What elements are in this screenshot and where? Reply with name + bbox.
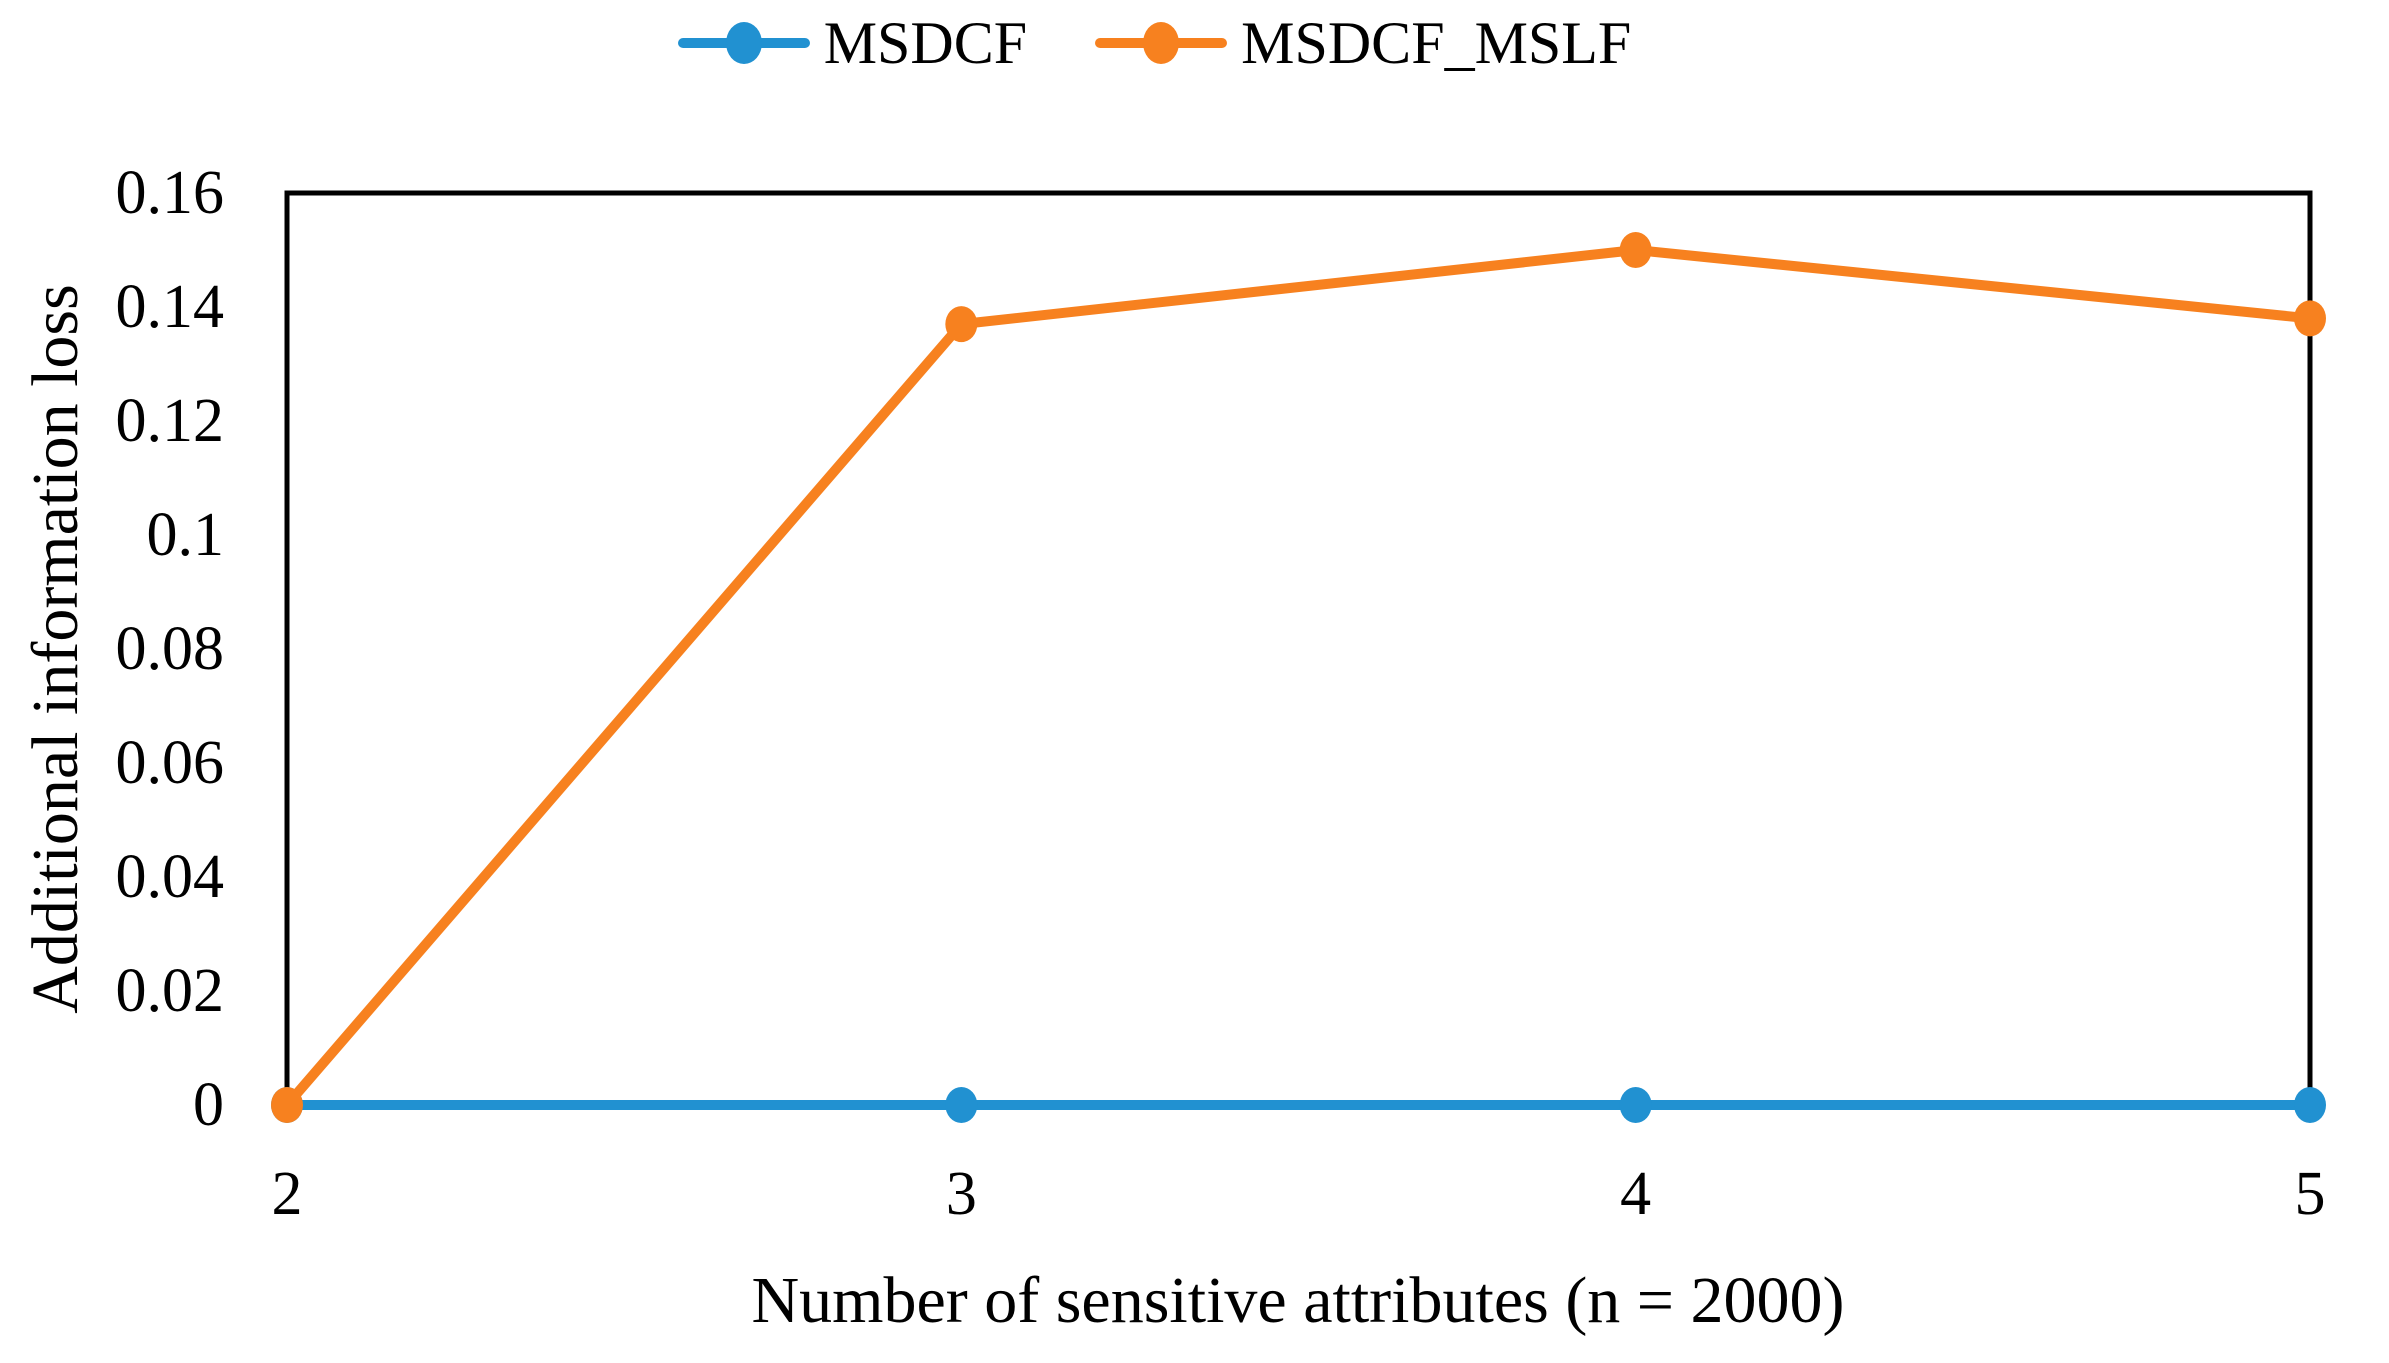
x-tick-label-2: 2 — [271, 1160, 303, 1228]
legend-label-msdcf: MSDCF — [823, 10, 1028, 76]
y-tick-label-0.16: 0.16 — [115, 159, 225, 227]
legend-item-msdcf: MSDCF — [677, 10, 1028, 76]
series-msdcf_mslf — [271, 232, 2326, 1123]
x-tick-label-4: 4 — [1620, 1160, 1652, 1228]
msdcf-legend-marker-icon — [677, 22, 810, 64]
data-point-msdcf_mslf-x4 — [1619, 232, 1652, 268]
legend-item-msdcf-mslf: MSDCF_MSLF — [1095, 10, 1631, 76]
msdcf-mslf-legend-dot-icon — [1143, 22, 1180, 64]
x-tick-label-3: 3 — [945, 1160, 977, 1228]
msdcf-mslf-legend-marker-icon — [1095, 22, 1228, 64]
data-point-msdcf_mslf-x5 — [2294, 300, 2326, 337]
y-tick-label-0.04: 0.04 — [115, 843, 225, 911]
data-point-msdcf_mslf-x3 — [945, 306, 978, 343]
data-point-msdcf-x3 — [945, 1087, 978, 1123]
data-point-msdcf-x4 — [1619, 1087, 1652, 1123]
y-axis-title: Additional information loss — [19, 284, 92, 1014]
data-point-msdcf-x5 — [2294, 1087, 2326, 1123]
plot-frame — [284, 190, 2313, 1108]
x-axis-title: Number of sensitive attributes (n = 2000… — [751, 1264, 1845, 1337]
x-tick-label-5: 5 — [2294, 1160, 2326, 1228]
y-tick-label-0.06: 0.06 — [115, 729, 225, 797]
y-tick-label-0.12: 0.12 — [115, 387, 225, 455]
series-line-msdcf_mslf — [282, 245, 2315, 1110]
y-tick-label-0.08: 0.08 — [115, 615, 225, 683]
msdcf-legend-dot-icon — [725, 22, 762, 64]
y-tick-label-0.1: 0.1 — [146, 501, 225, 569]
legend-label-msdcf-mslf: MSDCF_MSLF — [1241, 10, 1632, 76]
y-tick-label-0.02: 0.02 — [115, 957, 225, 1025]
y-tick-label-0: 0 — [193, 1071, 224, 1139]
legend: MSDCF MSDCF_MSLF — [0, 10, 2349, 76]
y-tick-label-0.14: 0.14 — [115, 273, 225, 341]
series-msdcf — [271, 1087, 2326, 1123]
data-point-msdcf_mslf-x2 — [271, 1087, 303, 1123]
